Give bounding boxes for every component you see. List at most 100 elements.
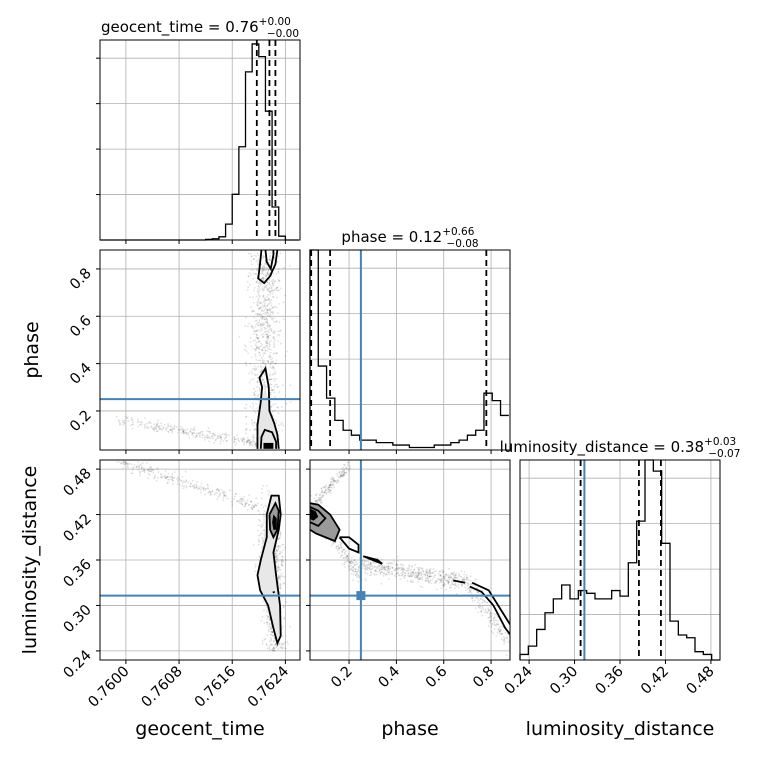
sample-point (253, 440, 256, 443)
sample-point (414, 563, 417, 566)
sample-point (161, 429, 163, 431)
sample-point (255, 330, 258, 333)
sample-point (265, 330, 267, 333)
sample-point (260, 317, 263, 320)
sample-point (281, 559, 284, 562)
sample-point (276, 645, 279, 648)
sample-point (263, 269, 266, 272)
sample-point (260, 546, 263, 549)
sample-point (424, 577, 427, 580)
sample-point (427, 571, 430, 574)
sample-point (262, 354, 265, 357)
sample-point (267, 489, 269, 492)
sample-point (209, 490, 212, 493)
sample-point (268, 341, 271, 343)
sample-point (285, 402, 288, 405)
sample-point (264, 297, 266, 299)
sample-point (261, 309, 264, 311)
sample-point (255, 358, 258, 361)
sample-point (427, 581, 430, 584)
sample-point (124, 462, 127, 464)
sample-point (176, 483, 179, 485)
sample-point (336, 474, 339, 477)
sample-point (275, 561, 278, 564)
sample-point (447, 581, 450, 584)
sample-point (352, 570, 354, 573)
sample-point (188, 436, 190, 439)
sample-point (220, 438, 223, 441)
sample-point (411, 580, 414, 583)
sample-point (233, 438, 236, 441)
sample-point (275, 552, 278, 555)
sample-point (258, 540, 261, 542)
sample-point (254, 390, 257, 393)
sample-point (493, 627, 496, 630)
sample-point (426, 575, 429, 577)
sample-point (352, 573, 355, 576)
sample-point (124, 460, 126, 463)
sample-point (268, 640, 271, 643)
sample-point (277, 544, 280, 547)
sample-point (220, 436, 223, 439)
sample-point (400, 569, 403, 571)
sample-point (477, 611, 479, 614)
sample-point (125, 462, 128, 465)
sample-point (267, 293, 270, 296)
sample-point (388, 569, 391, 571)
sample-point (276, 569, 279, 572)
sample-point (340, 545, 342, 548)
sample-point (196, 485, 198, 487)
sample-point (204, 488, 207, 490)
sample-point (280, 564, 283, 567)
sample-point (211, 490, 214, 492)
sample-point (253, 421, 256, 424)
sample-point (267, 361, 270, 364)
sample-point (329, 491, 332, 494)
sample-point (193, 486, 196, 488)
sample-point (270, 630, 273, 633)
sample-point (277, 548, 280, 551)
sample-point (130, 416, 133, 419)
sample-point (409, 568, 412, 571)
sample-point (273, 337, 275, 340)
sample-point (491, 622, 494, 625)
sample-point (477, 605, 480, 608)
sample-point (274, 395, 276, 398)
sample-point (355, 570, 357, 573)
sample-point (253, 443, 255, 445)
sample-point (211, 432, 214, 435)
sample-point (268, 297, 271, 300)
sample-point (345, 472, 348, 475)
sample-point (264, 274, 267, 277)
sample-point (257, 394, 260, 396)
sample-point (262, 335, 265, 338)
sample-point (412, 571, 415, 574)
sample-point (263, 323, 266, 326)
sample-point (149, 467, 152, 470)
sample-point (162, 426, 165, 429)
sample-point (279, 533, 281, 535)
sample-point (254, 330, 257, 333)
sample-point (465, 577, 468, 579)
sample-point (380, 571, 383, 573)
sample-point (417, 568, 420, 571)
sample-point (461, 583, 464, 586)
sample-point (117, 419, 120, 421)
sample-point (179, 429, 182, 432)
sample-point (427, 576, 430, 578)
sample-point (163, 475, 166, 478)
sample-point (501, 633, 503, 635)
sample-point (421, 586, 424, 589)
sample-point (257, 324, 260, 326)
sample-point (512, 648, 514, 650)
sample-point (462, 579, 465, 581)
sample-point (272, 296, 275, 299)
sample-point (247, 352, 250, 355)
sample-point (445, 573, 448, 576)
sample-point (261, 343, 263, 346)
sample-point (376, 567, 378, 569)
sample-point (280, 423, 283, 426)
sample-point (387, 578, 390, 581)
sample-point (442, 584, 445, 586)
sample-point (500, 625, 502, 628)
